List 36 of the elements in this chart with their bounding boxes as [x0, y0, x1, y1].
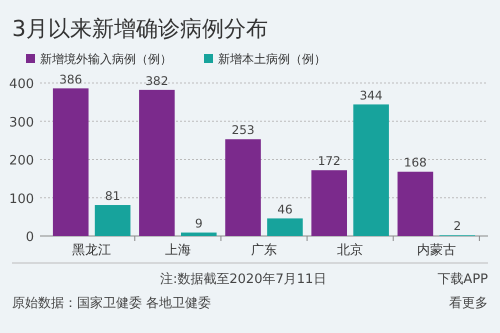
data-label: 386 [59, 72, 82, 86]
y-tick-label: 0 [26, 230, 34, 245]
x-tick-label: 广东 [251, 243, 277, 258]
chart-title: 3月以来新增确诊病例分布 [12, 17, 268, 42]
data-label: 168 [404, 156, 427, 170]
legend-label: 新增本土病例（例） [218, 52, 326, 66]
x-tick-label: 上海 [164, 243, 191, 258]
bar [398, 172, 434, 236]
data-label: 2 [453, 219, 462, 234]
data-label: 382 [145, 74, 168, 88]
bar [225, 139, 261, 236]
data-label: 344 [360, 88, 383, 102]
y-tick-label: 300 [9, 115, 34, 130]
y-tick-label: 100 [9, 192, 34, 207]
x-tick-label: 黑龙江 [72, 243, 112, 258]
data-label: 81 [105, 189, 120, 204]
bar [267, 218, 303, 236]
data-label: 46 [277, 202, 293, 216]
data-label: 253 [232, 123, 254, 138]
x-tick-label: 北京 [337, 243, 364, 258]
y-tick-label: 200 [9, 154, 34, 168]
y-tick-label: 400 [9, 77, 34, 92]
data-label: 172 [318, 154, 341, 168]
bar [311, 170, 348, 236]
bar [353, 104, 389, 236]
x-tick-label: 内蒙古 [416, 243, 456, 258]
text: 看更多 [449, 296, 488, 311]
bar [139, 90, 175, 236]
data-label: 9 [194, 216, 203, 231]
bar [94, 205, 130, 236]
legend-label: 新增境外输入病例（例） [40, 52, 172, 66]
text: 下载APP [437, 272, 488, 287]
text: 注:数据截至2020年7月11日 [160, 272, 326, 287]
bar [180, 232, 217, 236]
text: 原始数据：国家卫健委 各地卫健委 [12, 295, 212, 311]
bar [52, 88, 89, 236]
